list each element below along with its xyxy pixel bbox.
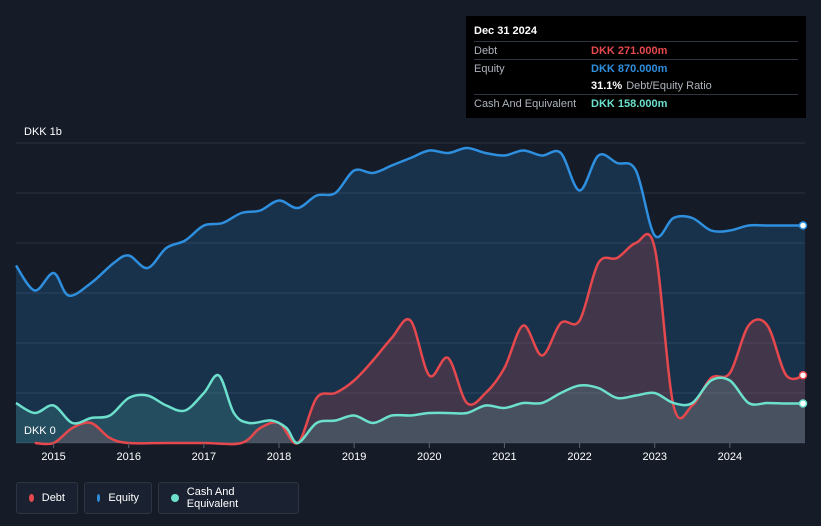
debt-area xyxy=(34,234,806,445)
tooltip-ratio-row: 31.1% Debt/Equity Ratio xyxy=(474,77,798,94)
tooltip-ratio-value: 31.1% xyxy=(591,79,623,92)
tooltip-equity-row: Equity DKK 870.000m xyxy=(474,59,798,77)
equity-dot-icon xyxy=(97,494,101,502)
equity-line xyxy=(14,146,805,297)
tooltip-debt-label: Debt xyxy=(474,44,498,57)
x-tick-label: 2022 xyxy=(567,451,591,463)
tooltip-equity-label: Equity xyxy=(474,62,505,75)
legend-cash-label: Cash And Equivalent xyxy=(186,486,239,510)
x-tick-label: 2023 xyxy=(642,451,666,463)
y-axis-label-top: DKK 1b xyxy=(24,126,62,138)
equity-area xyxy=(16,148,805,443)
x-tick-label: 2021 xyxy=(492,451,516,463)
tooltip-equity-value: DKK 870.000m xyxy=(591,62,668,75)
x-tick-label: 2016 xyxy=(116,451,140,463)
x-tick-label: 2024 xyxy=(718,451,742,463)
legend: Debt Equity Cash And Equivalent xyxy=(16,482,305,514)
x-tick-label: 2020 xyxy=(417,451,441,463)
grid-lines xyxy=(16,142,805,444)
cash-line xyxy=(15,373,806,445)
x-axis-ticks: 2015 2016 2017 2018 2019 2020 2021 2022 2023 2024 xyxy=(41,443,742,463)
legend-equity-label: Equity xyxy=(108,492,139,504)
tooltip-debt-value: DKK 271.000m xyxy=(591,44,668,57)
tooltip-debt-row: Debt DKK 271.000m xyxy=(474,41,798,59)
legend-cash-button[interactable]: Cash And Equivalent xyxy=(158,482,299,514)
debt-dot-icon xyxy=(29,494,34,502)
x-tick-label: 2017 xyxy=(192,451,216,463)
legend-debt-label: Debt xyxy=(41,492,65,504)
tooltip-cash-row: Cash And Equivalent DKK 158.000m xyxy=(474,94,798,112)
legend-equity-button[interactable]: Equity xyxy=(84,482,152,514)
tooltip-cash-label: Cash And Equivalent xyxy=(474,97,577,110)
tooltip-cash-value: DKK 158.000m xyxy=(591,97,668,110)
series-areas xyxy=(16,148,806,445)
debt-end-marker xyxy=(798,371,808,380)
end-markers xyxy=(798,221,808,408)
x-tick-label: 2018 xyxy=(267,451,291,463)
cash-dot-icon xyxy=(171,494,179,502)
x-tick-label: 2019 xyxy=(342,451,366,463)
tooltip-panel: Dec 31 2024 Debt DKK 271.000m Equity DKK… xyxy=(466,16,806,118)
series-lines xyxy=(14,146,806,446)
y-axis-label-bottom: DKK 0 xyxy=(24,425,56,437)
x-tick-label: 2015 xyxy=(41,451,65,463)
tooltip-date: Dec 31 2024 xyxy=(474,25,537,37)
equity-end-marker xyxy=(798,221,808,230)
cash-end-marker xyxy=(798,399,808,408)
debt-line xyxy=(34,232,806,446)
cash-area xyxy=(16,375,805,444)
tooltip-ratio-label: Debt/Equity Ratio xyxy=(626,79,712,92)
legend-debt-button[interactable]: Debt xyxy=(16,482,78,514)
